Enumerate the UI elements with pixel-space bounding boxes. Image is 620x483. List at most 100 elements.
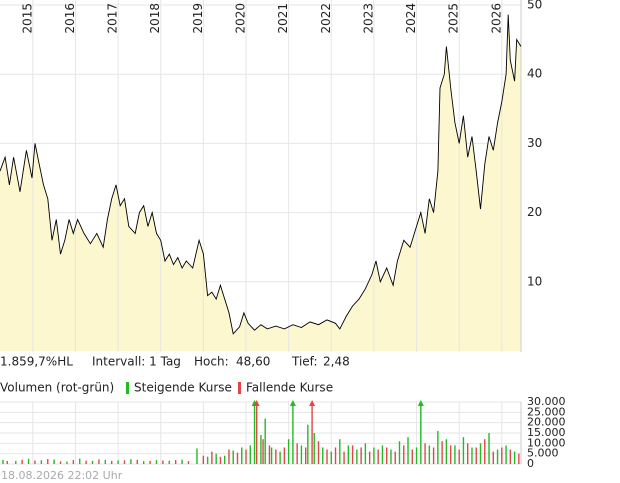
y-tick-label: 15.000: [527, 426, 566, 439]
volume-bar: [21, 459, 23, 464]
low-value: 2,48: [323, 355, 350, 369]
volume-bar: [168, 460, 170, 464]
interval: Intervall: 1 Tag: [92, 355, 181, 369]
volume-bar: [202, 455, 205, 464]
legend-label: Fallende Kurse: [246, 381, 333, 395]
volume-bar: [262, 439, 264, 464]
volume-bar: [449, 445, 452, 464]
volume-bar: [373, 447, 375, 464]
y-tick-label: 10: [527, 274, 542, 288]
volume-bar: [123, 460, 126, 464]
x-tick-label: 2026: [489, 3, 503, 34]
volume-bar: [330, 451, 332, 464]
volume-bar: [174, 460, 177, 464]
volume-bar: [518, 453, 520, 464]
volume-bar: [496, 449, 499, 464]
volume-bar: [117, 460, 119, 464]
volume-bar: [368, 451, 371, 464]
volume-bar: [509, 449, 512, 464]
volume-bar: [334, 447, 337, 464]
volume-bar: [232, 450, 234, 464]
volume-bar: [215, 453, 217, 464]
timestamp: 18.08.2026 22:02 Uhr: [1, 469, 123, 482]
volume-bar: [311, 402, 313, 464]
volume-bar: [411, 449, 413, 464]
y-tick-label: 50: [527, 0, 542, 12]
volume-bar: [142, 461, 145, 464]
volume-bar: [428, 445, 431, 464]
volume-bar: [307, 424, 309, 464]
volume-bar: [34, 460, 36, 464]
volume-bar: [196, 448, 198, 464]
volume-bar: [347, 445, 350, 464]
volume-bar: [72, 460, 75, 464]
x-tick-label: 2022: [319, 3, 333, 34]
volume-bar: [381, 445, 384, 464]
volume-bar: [162, 460, 164, 464]
volume-bar: [27, 458, 30, 464]
volume-bar: [279, 451, 281, 464]
volume-bar: [390, 449, 392, 464]
overflow-arrow: [309, 400, 316, 406]
price-area: [0, 14, 521, 351]
y-tick-label: 30.000: [527, 395, 566, 408]
volume-bar: [300, 445, 303, 464]
volume-bar: [351, 445, 354, 464]
volume-bar: [85, 460, 87, 464]
volume-bar: [492, 451, 494, 464]
volume-bar: [275, 449, 277, 464]
volume-bar: [479, 443, 482, 464]
volume-bar: [236, 452, 239, 464]
overflow-arrow: [417, 400, 424, 406]
volume-bar: [505, 445, 507, 464]
high-value: 48,60: [236, 355, 270, 369]
volume-bar: [283, 447, 286, 464]
x-tick-label: 2025: [447, 3, 461, 34]
volume-bar: [454, 445, 456, 464]
legend-label: Steigende Kurse: [134, 381, 232, 395]
volume-bar: [403, 445, 405, 464]
volume-bar: [317, 441, 320, 464]
performance: 1.859,7%HL: [0, 355, 73, 369]
volume-bar: [255, 402, 258, 464]
volume-bar: [462, 437, 465, 464]
volume-bar: [420, 402, 422, 464]
volume-bar: [245, 449, 247, 464]
x-tick-label: 2016: [63, 3, 77, 34]
x-tick-label: 2019: [191, 3, 205, 34]
x-tick-label: 2018: [148, 3, 162, 34]
volume-bar: [130, 459, 132, 464]
y-tick-label: 25.000: [527, 405, 566, 418]
overflow-arrow: [289, 400, 296, 406]
volume-bar: [322, 447, 324, 464]
x-tick-label: 2023: [361, 3, 375, 34]
volume-bar: [292, 402, 294, 464]
volume-bar: [441, 441, 443, 464]
high-label: Hoch:: [194, 355, 229, 369]
volume-bar: [47, 459, 49, 464]
volume-bar: [53, 459, 55, 464]
volume-bar: [15, 460, 17, 464]
volume-bar: [467, 443, 469, 464]
volume-bar: [91, 460, 94, 464]
volume-bar: [155, 460, 158, 464]
volume-bar: [79, 458, 81, 464]
volume-bar: [149, 460, 151, 464]
legend-swatch: [126, 382, 129, 394]
volume-bar: [424, 443, 426, 464]
y-tick-label: 20: [527, 205, 542, 219]
volume-bar: [264, 418, 266, 464]
x-tick-label: 2017: [106, 3, 120, 34]
volume-bar: [445, 439, 448, 464]
y-tick-label: 20.000: [527, 416, 566, 429]
y-tick-label: 10.000: [527, 436, 566, 449]
volume-bar: [339, 439, 341, 464]
volume-bar: [260, 435, 262, 464]
volume-title: Volumen (rot-grün): [0, 381, 114, 395]
volume-bar: [437, 430, 439, 464]
volume-bar: [398, 441, 401, 464]
y-tick-label: 30: [527, 136, 542, 150]
legend-swatch: [238, 382, 241, 394]
volume-bar: [475, 447, 477, 464]
